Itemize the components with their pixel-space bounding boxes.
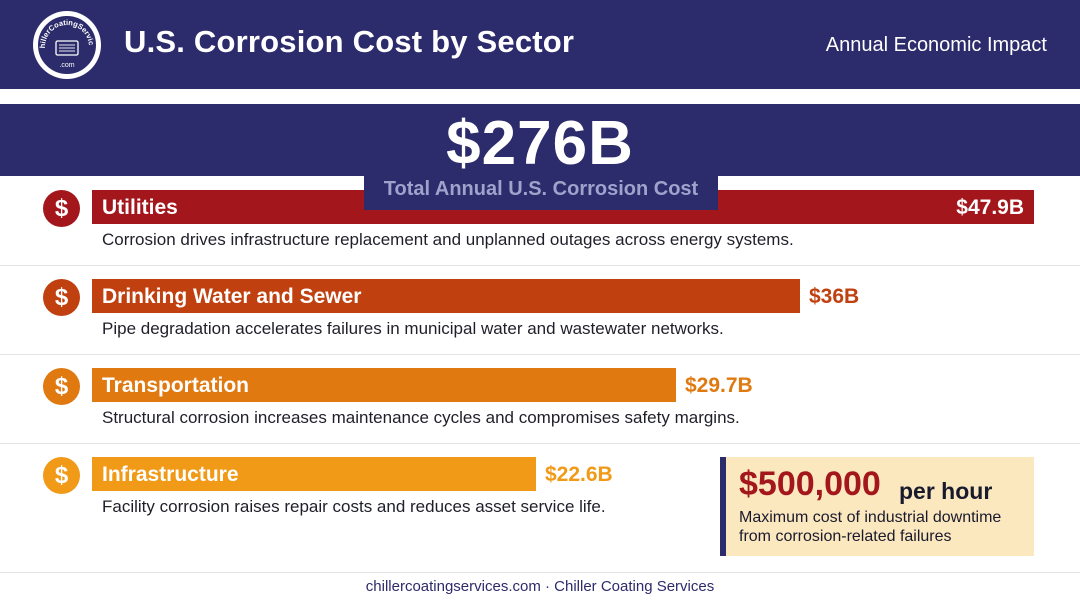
bar-category-label: Infrastructure bbox=[102, 463, 239, 486]
total-label-box: Total Annual U.S. Corrosion Cost bbox=[364, 173, 718, 210]
bar-value-label: $47.9B bbox=[956, 196, 1024, 219]
dollar-icon: $ bbox=[43, 279, 80, 316]
bar-infrastructure bbox=[92, 457, 536, 491]
sector-description: Facility corrosion raises repair costs a… bbox=[102, 497, 606, 516]
sector-divider bbox=[0, 443, 1080, 444]
bar-category-label: Utilities bbox=[102, 196, 178, 219]
bar-value-label: $29.7B bbox=[685, 374, 753, 397]
svg-text:.com: .com bbox=[59, 62, 74, 69]
footer-text: chillercoatingservices.com · Chiller Coa… bbox=[365, 578, 715, 595]
bar-category-label: Transportation bbox=[102, 374, 250, 397]
sector-description: Pipe degradation accelerates failures in… bbox=[102, 319, 724, 338]
bar-value-label: $36B bbox=[809, 285, 860, 308]
dollar-icon: $ bbox=[43, 457, 80, 494]
bar-drinking-water-and-sewer bbox=[92, 279, 800, 313]
total-value: $276B bbox=[446, 109, 634, 178]
sector-description: Structural corrosion increases maintenan… bbox=[102, 408, 740, 427]
dollar-icon: $ bbox=[43, 190, 80, 227]
callout-value: $500,000 bbox=[739, 465, 881, 503]
downtime-callout: $500,000 per hour Maximum cost of indust… bbox=[720, 457, 1034, 556]
total-label: Total Annual U.S. Corrosion Cost bbox=[383, 178, 699, 200]
footer-divider bbox=[0, 572, 1080, 573]
callout-text: Maximum cost of industrial downtime from… bbox=[739, 509, 1002, 545]
bar-value-label: $22.6B bbox=[545, 463, 613, 486]
page-title: U.S. Corrosion Cost by Sector bbox=[124, 24, 575, 59]
sector-divider bbox=[0, 354, 1080, 355]
bar-transportation bbox=[92, 368, 676, 402]
total-banner bbox=[0, 104, 1080, 176]
sector-divider bbox=[0, 265, 1080, 266]
sector-description: Corrosion drives infrastructure replacem… bbox=[102, 230, 794, 249]
callout-unit: per hour bbox=[899, 478, 993, 504]
bar-category-label: Drinking Water and Sewer bbox=[102, 285, 362, 308]
dollar-icon: $ bbox=[43, 368, 80, 405]
page-subtitle: Annual Economic Impact bbox=[825, 34, 1047, 56]
